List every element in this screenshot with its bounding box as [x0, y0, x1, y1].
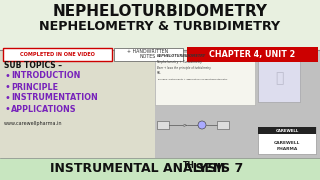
FancyBboxPatch shape: [187, 46, 317, 62]
Bar: [258, 127, 316, 134]
FancyBboxPatch shape: [3, 48, 111, 60]
Bar: [217, 121, 229, 129]
Text: NEPHELOMETRY & TURBIDIMETRY: NEPHELOMETRY & TURBIDIMETRY: [39, 21, 281, 33]
Text: principle, instruments + applications of spectrophotometry: principle, instruments + applications of…: [157, 78, 228, 80]
Text: •: •: [5, 93, 11, 103]
Text: COMPLETED IN ONE VIDEO: COMPLETED IN ONE VIDEO: [20, 51, 94, 57]
Text: SUB TOPICS –: SUB TOPICS –: [4, 62, 62, 71]
Text: •: •: [5, 104, 11, 114]
Text: Nephelometry + Turbidimetry: Nephelometry + Turbidimetry: [157, 60, 202, 64]
FancyBboxPatch shape: [114, 48, 182, 60]
Text: NEPHELOTURBIDOMETRY: NEPHELOTURBIDOMETRY: [157, 54, 206, 58]
Text: INTRODUCTION: INTRODUCTION: [11, 71, 80, 80]
Text: INSTRUMENTATION: INSTRUMENTATION: [11, 93, 98, 102]
Text: APPLICATIONS: APPLICATIONS: [11, 105, 76, 114]
Text: TH: TH: [183, 161, 195, 170]
Bar: [258, 54, 300, 102]
Text: NEPHELOTURBIDOMETRY: NEPHELOTURBIDOMETRY: [52, 4, 268, 19]
Text: + HANDWRITTEN
NOTES: + HANDWRITTEN NOTES: [127, 49, 169, 59]
Text: CHAPTER 4, UNIT 2: CHAPTER 4, UNIT 2: [209, 50, 295, 59]
Circle shape: [198, 121, 206, 129]
Text: PHARMA: PHARMA: [276, 147, 298, 151]
Text: SEM: SEM: [191, 163, 225, 175]
Text: •: •: [5, 82, 11, 92]
Bar: [0, 0, 320, 50]
Text: www.carewellpharma.in: www.carewellpharma.in: [4, 120, 62, 125]
Text: P4L: P4L: [157, 71, 162, 75]
Bar: [0, 50, 155, 158]
Bar: [0, 158, 320, 180]
Text: CAREWELL: CAREWELL: [275, 129, 299, 132]
Text: ⬜: ⬜: [275, 71, 283, 85]
Bar: [157, 121, 169, 129]
Text: •: •: [5, 71, 11, 81]
Text: PRINCIPLE: PRINCIPLE: [11, 82, 58, 91]
Bar: [258, 127, 316, 154]
Text: >: >: [183, 123, 187, 127]
Text: CAREWELL: CAREWELL: [274, 141, 300, 145]
Bar: [0, 50, 320, 158]
Text: INSTRUMENTAL ANALYSIS 7: INSTRUMENTAL ANALYSIS 7: [50, 163, 243, 175]
Bar: [155, 52, 255, 105]
Text: Beer + laws the principle of turbidimetry: Beer + laws the principle of turbidimetr…: [157, 66, 211, 70]
